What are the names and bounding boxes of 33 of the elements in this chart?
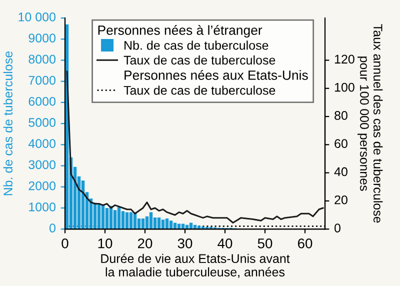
- y2-axis-title: Taux annuel des cas de tuberculose pour 100 000 personnes: [358, 24, 383, 223]
- x-tick-label: 20: [138, 238, 152, 248]
- x-tick-label: 10: [98, 238, 112, 248]
- x-tick-label: 30: [178, 238, 192, 248]
- y-tick-label: 9000: [28, 34, 56, 42]
- y2-tick-label: 60: [334, 139, 348, 148]
- y2-tick-label: 20: [334, 195, 348, 204]
- y2-tick-label: 100: [334, 82, 354, 92]
- legend-label: Taux de cas de tuberculose: [124, 86, 276, 95]
- x-tick-label: 60: [298, 238, 312, 248]
- y-tick-label: 4000: [28, 139, 56, 148]
- x-axis-title: Durée de vie aux Etats-Unis avant la maladie tuberculeuse, années: [101, 254, 290, 278]
- x-tick-label: 50: [258, 238, 272, 248]
- y-tick-label: 2000: [28, 181, 56, 190]
- y2-tick-label: 0: [334, 224, 340, 232]
- y-tick-label: 3000: [28, 160, 56, 170]
- y-tick-label: 10 000: [18, 12, 56, 22]
- legend-label: Taux de cas de tuberculose: [124, 55, 276, 65]
- y-tick-label: 5000: [28, 118, 56, 127]
- y2-tick-label: 120: [334, 54, 354, 64]
- x-tick-label: 40: [218, 238, 232, 248]
- y-axis-title: Nb. de cas de tuberculose: [3, 51, 12, 196]
- legend-title: Personnes nées à l’étranger: [98, 25, 262, 38]
- legend-label: Nb. de cas de tuberculose: [124, 40, 268, 50]
- y-tick-label: 8000: [28, 54, 56, 64]
- y-tick-label: 1000: [29, 202, 56, 212]
- y2-tick-label: 40: [334, 167, 348, 176]
- y-tick-label: 7000: [28, 76, 56, 85]
- x-tick-label: 0: [62, 238, 68, 248]
- y2-tick-label: 80: [334, 111, 348, 120]
- annotation: Personnes nées aux Etats-Unis: [124, 70, 308, 80]
- y-tick-label: 0: [50, 224, 56, 232]
- y-tick-label: 6000: [28, 96, 56, 106]
